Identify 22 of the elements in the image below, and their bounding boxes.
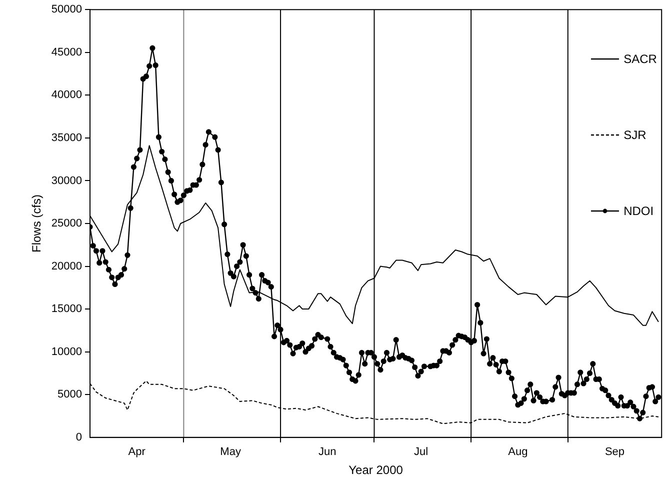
x-tick-label: Jul bbox=[414, 446, 428, 458]
legend-label: SACR bbox=[624, 52, 657, 66]
x-tick-label: Apr bbox=[128, 446, 146, 458]
y-tick-label: 35000 bbox=[51, 132, 82, 144]
y-tick-label: 20000 bbox=[51, 260, 82, 272]
y-tick-label: 15000 bbox=[51, 303, 82, 316]
y-axis-title: Flows (cfs) bbox=[30, 194, 44, 252]
x-tick-label: Aug bbox=[508, 446, 528, 458]
y-tick-label: 5000 bbox=[58, 388, 82, 401]
y-tick-label: 0 bbox=[76, 431, 82, 444]
y-tick-label: 50000 bbox=[51, 4, 82, 16]
legend-label: SJR bbox=[624, 128, 646, 142]
x-tick-label: Sep bbox=[604, 446, 625, 458]
y-tick-label: 30000 bbox=[51, 174, 82, 187]
x-tick-label: May bbox=[220, 446, 242, 458]
y-tick-label: 40000 bbox=[51, 89, 82, 102]
x-axis-title: Year 2000 bbox=[348, 463, 404, 478]
y-tick-label: 10000 bbox=[51, 346, 82, 358]
x-tick-label: Jun bbox=[318, 446, 336, 458]
legend-label: NDOI bbox=[624, 204, 654, 218]
y-tick-label: 45000 bbox=[51, 46, 82, 58]
y-tick-label: 25000 bbox=[51, 218, 82, 230]
